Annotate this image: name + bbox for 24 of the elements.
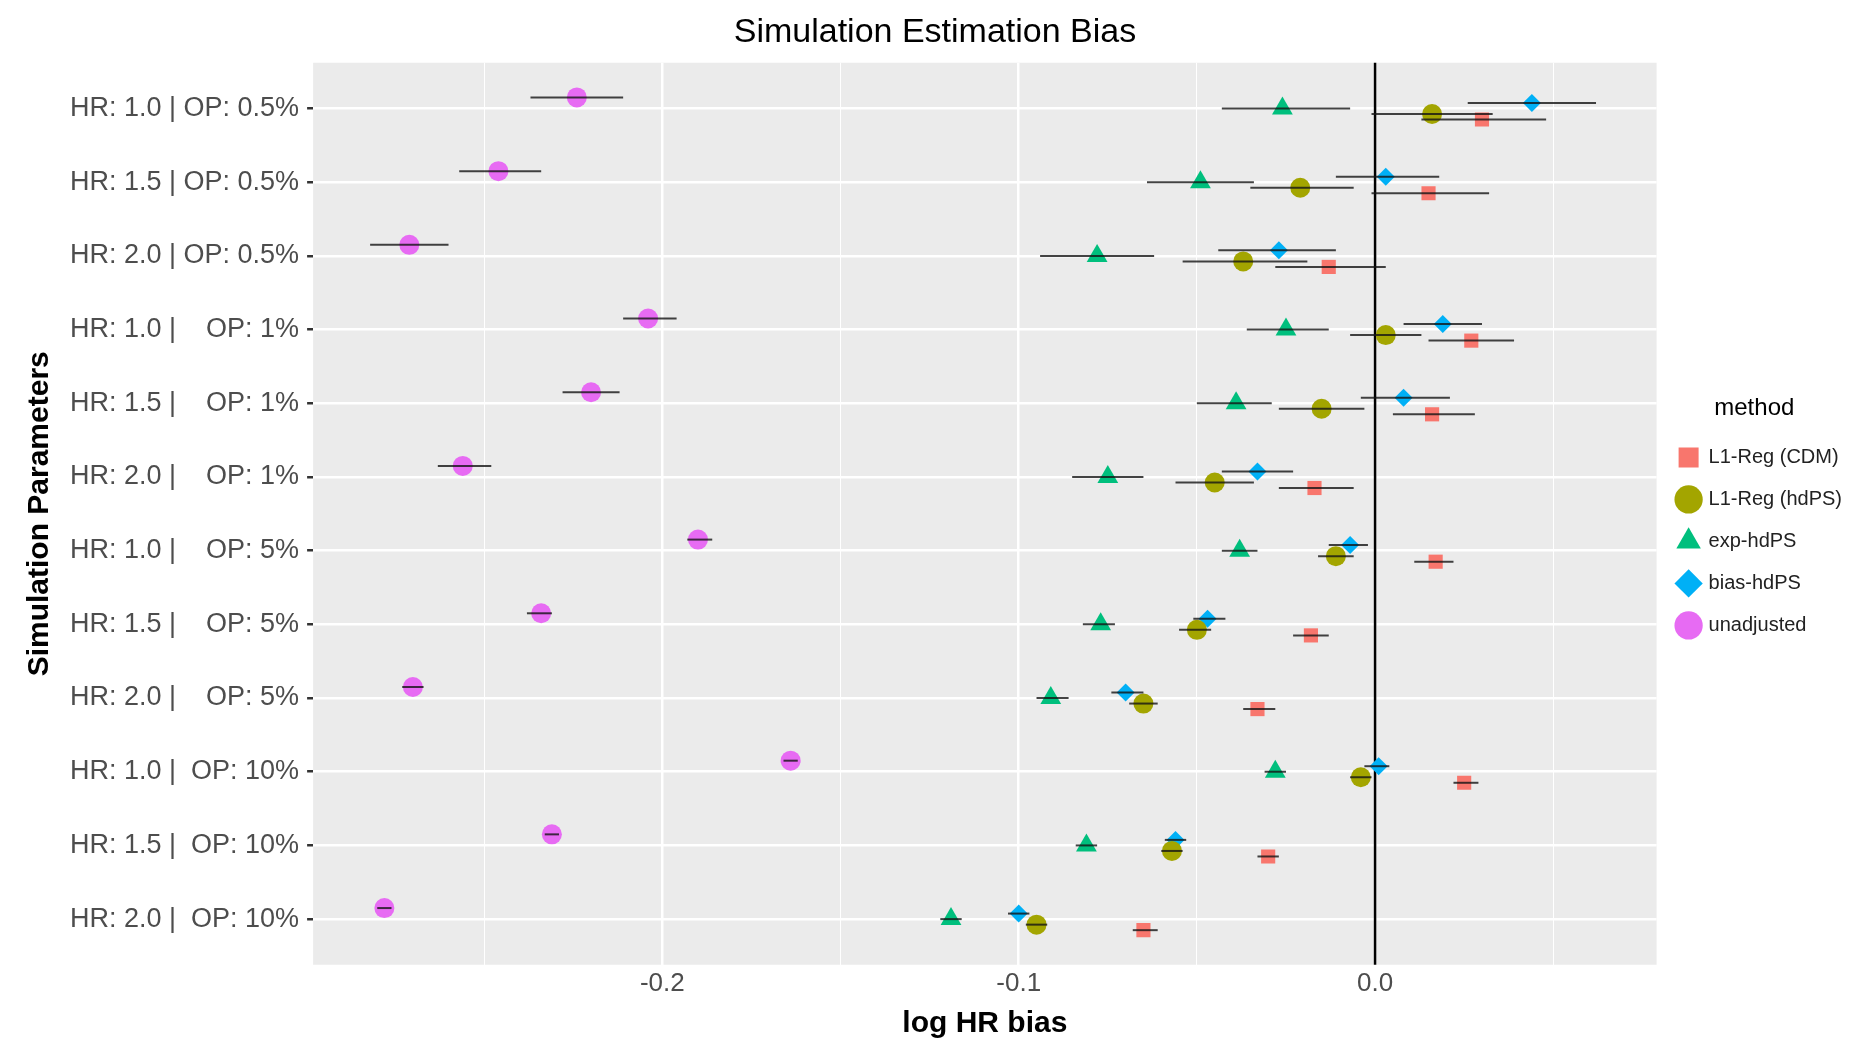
legend-title: method xyxy=(1714,393,1795,421)
y-tick-label: HR: 1.5 | OP: 5% xyxy=(70,607,300,638)
legend-label: unadjusted xyxy=(1708,612,1807,635)
legend-label: exp-hdPS xyxy=(1708,528,1797,551)
x-tick-label: -0.2 xyxy=(639,966,685,997)
y-tick-label: HR: 2.0 | OP: 5% xyxy=(70,681,300,712)
legend-label: bias-hdPS xyxy=(1708,570,1801,593)
x-tick-label: -0.1 xyxy=(996,966,1042,997)
y-axis-title: Simulation Parameters xyxy=(21,351,55,677)
y-tick-label: HR: 1.5 | OP: 10% xyxy=(70,828,300,859)
x-tick-label: 0.0 xyxy=(1356,966,1394,997)
y-tick-label: HR: 1.5 | OP: 0.5% xyxy=(70,165,300,196)
y-tick-label: HR: 1.0 | OP: 1% xyxy=(70,313,300,344)
y-tick-label: HR: 1.0 | OP: 10% xyxy=(70,755,300,786)
y-tick-label: HR: 1.0 | OP: 0.5% xyxy=(70,91,300,122)
legend-label: L1-Reg (CDM) xyxy=(1708,444,1839,467)
y-tick-label: HR: 2.0 | OP: 1% xyxy=(70,460,300,491)
legend-label: L1-Reg (hdPS) xyxy=(1708,486,1843,509)
y-tick-label: HR: 2.0 | OP: 0.5% xyxy=(70,239,300,270)
chart-title: Simulation Estimation Bias xyxy=(733,10,1137,49)
y-tick-label: HR: 1.5 | OP: 1% xyxy=(70,386,300,417)
y-tick-label: HR: 2.0 | OP: 10% xyxy=(70,902,300,933)
y-tick-label: HR: 1.0 | OP: 5% xyxy=(70,534,300,565)
x-axis-title: log HR bias xyxy=(902,1005,1068,1039)
